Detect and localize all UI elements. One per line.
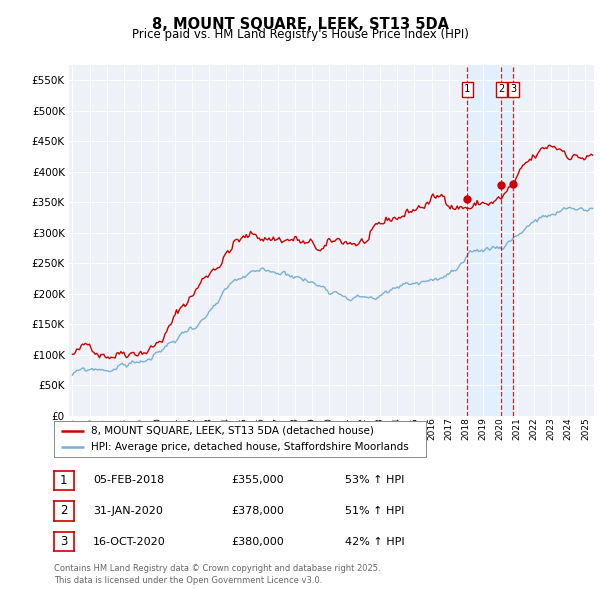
- Text: £355,000: £355,000: [231, 476, 284, 485]
- Text: 2: 2: [498, 84, 505, 94]
- Text: 3: 3: [60, 535, 68, 548]
- Text: 51% ↑ HPI: 51% ↑ HPI: [345, 506, 404, 516]
- Text: 8, MOUNT SQUARE, LEEK, ST13 5DA (detached house): 8, MOUNT SQUARE, LEEK, ST13 5DA (detache…: [91, 425, 374, 435]
- Text: 05-FEB-2018: 05-FEB-2018: [93, 476, 164, 485]
- Text: £378,000: £378,000: [231, 506, 284, 516]
- Text: 3: 3: [511, 84, 517, 94]
- Text: 2: 2: [60, 504, 68, 517]
- Text: Price paid vs. HM Land Registry's House Price Index (HPI): Price paid vs. HM Land Registry's House …: [131, 28, 469, 41]
- Text: 16-OCT-2020: 16-OCT-2020: [93, 537, 166, 546]
- Text: 53% ↑ HPI: 53% ↑ HPI: [345, 476, 404, 485]
- Text: HPI: Average price, detached house, Staffordshire Moorlands: HPI: Average price, detached house, Staf…: [91, 442, 409, 453]
- Text: 1: 1: [60, 474, 68, 487]
- Text: 42% ↑ HPI: 42% ↑ HPI: [345, 537, 404, 546]
- Text: £380,000: £380,000: [231, 537, 284, 546]
- Text: 31-JAN-2020: 31-JAN-2020: [93, 506, 163, 516]
- Text: Contains HM Land Registry data © Crown copyright and database right 2025.
This d: Contains HM Land Registry data © Crown c…: [54, 564, 380, 585]
- Text: 8, MOUNT SQUARE, LEEK, ST13 5DA: 8, MOUNT SQUARE, LEEK, ST13 5DA: [151, 17, 449, 31]
- Bar: [467, 65, 514, 416]
- Text: 1: 1: [464, 84, 470, 94]
